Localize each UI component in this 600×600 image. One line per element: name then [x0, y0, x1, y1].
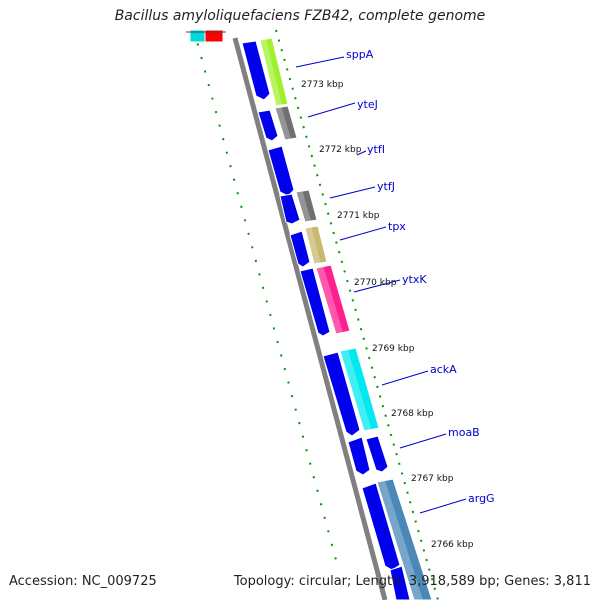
- gene-label-argG: argG: [468, 492, 495, 505]
- cds-arrow[interactable]: [289, 230, 311, 268]
- gene-label-ackA: ackA: [430, 363, 457, 376]
- kbp-labels: 2773 kbp 2772 kbp 2771 kbp 2770 kbp 2769…: [301, 80, 474, 550]
- gene-label-ytfI: ytfI: [367, 143, 385, 156]
- gene-label-yteJ: yteJ: [357, 98, 378, 111]
- gene-bar-highlight: [377, 480, 423, 600]
- cds-arrows: [241, 40, 411, 600]
- genome-backbone: [232, 37, 388, 600]
- gene-bar-sppA[interactable]: [259, 37, 289, 107]
- cds-arrow[interactable]: [299, 267, 331, 337]
- gene-label-ytxK: ytxK: [402, 273, 427, 286]
- gene-bar-highlight: [340, 349, 372, 431]
- top-feature-stub: [186, 29, 226, 43]
- gene-labels: sppA yteJ ytfI ytfJ tpx ytxK ackA moaB a…: [295, 48, 495, 514]
- gene-label-moaB: moaB: [448, 426, 480, 439]
- kbp-label: 2772 kbp: [319, 145, 362, 155]
- genome-summary-text: Topology: circular; Length: 3,918,589 bp…: [233, 574, 591, 589]
- inner-tick-track: [275, 29, 439, 600]
- map-title: Bacillus amyloliquefaciens FZB42, comple…: [114, 8, 486, 24]
- gene-bar-tpx[interactable]: [304, 225, 328, 265]
- kbp-label: 2769 kbp: [372, 344, 415, 354]
- kbp-label: 2766 kbp: [431, 540, 474, 550]
- gene-bar-highlight: [316, 266, 343, 334]
- kbp-label: 2768 kbp: [391, 409, 434, 419]
- cds-arrow[interactable]: [389, 565, 411, 600]
- gene-bar-highlight: [305, 227, 321, 264]
- accession-text: Accession: NC_009725: [9, 574, 157, 589]
- cds-arrow[interactable]: [365, 435, 389, 473]
- kbp-label: 2770 kbp: [354, 278, 397, 288]
- cds-arrow[interactable]: [241, 40, 271, 101]
- cds-arrow[interactable]: [267, 145, 295, 197]
- cds-arrow[interactable]: [322, 351, 361, 437]
- cds-arrow[interactable]: [347, 436, 371, 476]
- gene-label-tpx: tpx: [388, 220, 406, 233]
- kbp-label: 2771 kbp: [337, 211, 380, 221]
- gene-bar-yteJ[interactable]: [274, 105, 298, 141]
- gene-bar-highlight: [260, 39, 282, 106]
- kbp-label: 2767 kbp: [411, 474, 454, 484]
- gene-bar-highlight: [275, 107, 291, 140]
- gene-bar-highlight: [296, 191, 311, 222]
- gene-feature-bars: [259, 37, 433, 600]
- gene-bar-ytxK[interactable]: [315, 264, 351, 335]
- gene-bar-ytfJ[interactable]: [295, 189, 318, 223]
- cds-arrow[interactable]: [257, 109, 279, 142]
- kbp-label: 2773 kbp: [301, 80, 344, 90]
- gene-label-sppA: sppA: [346, 48, 374, 61]
- cds-arrow[interactable]: [279, 193, 301, 225]
- gene-label-ytfJ: ytfJ: [377, 180, 395, 193]
- gene-bar-ackA[interactable]: [339, 347, 380, 432]
- gene-bar-argG[interactable]: [376, 478, 433, 600]
